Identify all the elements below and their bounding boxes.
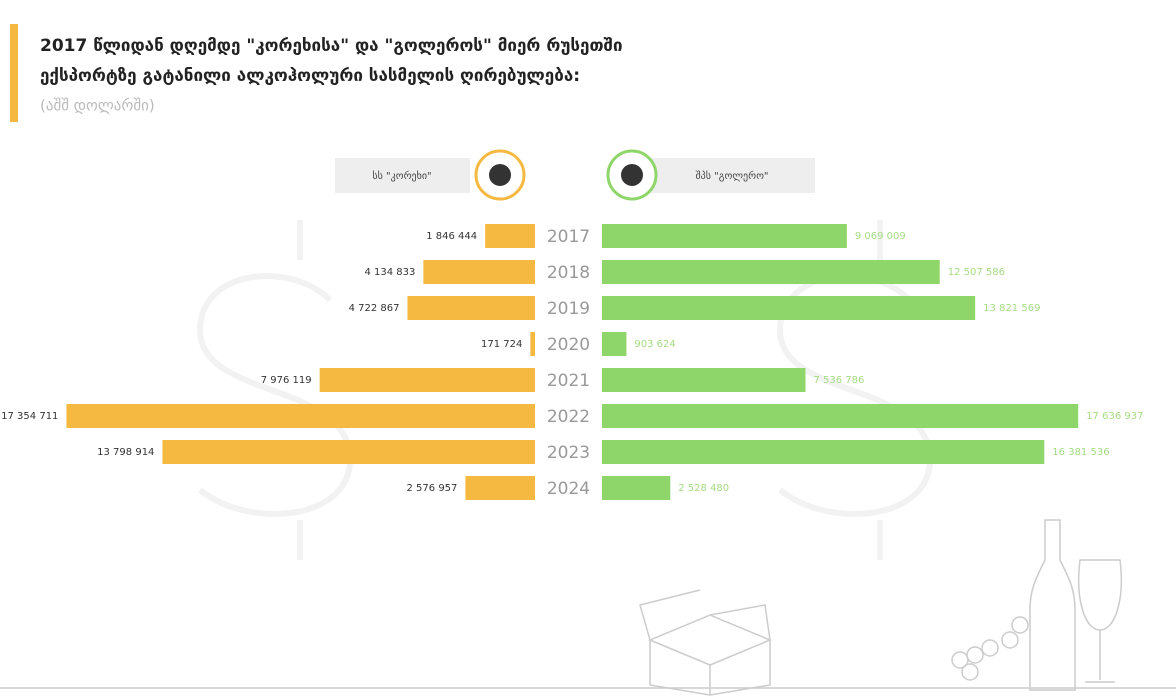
category-label: 2023 bbox=[547, 443, 590, 463]
value-label: 171 724 bbox=[481, 339, 522, 350]
chart: 2017 წლიდან დღემდე "კორეხისა" და "გოლერო… bbox=[0, 0, 1176, 699]
bar bbox=[602, 476, 670, 500]
value-label: 16 381 536 bbox=[1052, 447, 1109, 458]
chart-subtitle: (აშშ დოლარში) bbox=[40, 97, 155, 115]
value-label: 17 636 937 bbox=[1086, 411, 1143, 422]
category-label: 2024 bbox=[547, 479, 590, 499]
chart-title-line: ექსპორტზე გატანილი ალკოჰოლური სასმელის ღ… bbox=[40, 66, 580, 86]
value-label: 12 507 586 bbox=[948, 267, 1005, 278]
value-label: 7 536 786 bbox=[813, 375, 864, 386]
bar bbox=[602, 260, 940, 284]
legend-label: შპს "გოლერო" bbox=[695, 170, 768, 182]
chart-title: 2017 წლიდან დღემდე "კორეხისა" და "გოლერო… bbox=[40, 36, 623, 56]
bar bbox=[602, 404, 1078, 428]
bar bbox=[423, 260, 535, 284]
legend-icon bbox=[489, 164, 511, 186]
value-label: 4 722 867 bbox=[349, 303, 400, 314]
bar bbox=[320, 368, 535, 392]
category-label: 2017 bbox=[547, 227, 590, 247]
bar bbox=[602, 332, 626, 356]
bar bbox=[66, 404, 535, 428]
category-label: 2019 bbox=[547, 299, 590, 319]
bar bbox=[602, 368, 805, 392]
value-label: 13 798 914 bbox=[97, 447, 154, 458]
accent-bar bbox=[10, 24, 18, 122]
value-label: 2 528 480 bbox=[678, 483, 729, 494]
value-label: 2 576 957 bbox=[407, 483, 458, 494]
legend-label: სს "კორეხი" bbox=[372, 170, 431, 182]
category-label: 2018 bbox=[547, 263, 590, 283]
bar bbox=[530, 332, 535, 356]
bar bbox=[602, 224, 847, 248]
category-label: 2020 bbox=[547, 335, 590, 355]
bar bbox=[602, 440, 1044, 464]
value-label: 4 134 833 bbox=[364, 267, 415, 278]
bar bbox=[407, 296, 535, 320]
bar bbox=[602, 296, 975, 320]
legend-icon bbox=[621, 164, 643, 186]
bar bbox=[465, 476, 535, 500]
value-label: 903 624 bbox=[634, 339, 675, 350]
value-label: 1 846 444 bbox=[426, 231, 477, 242]
bar bbox=[485, 224, 535, 248]
value-label: 17 354 711 bbox=[1, 411, 58, 422]
illustration bbox=[0, 520, 1176, 695]
value-label: 9 069 009 bbox=[855, 231, 906, 242]
value-label: 7 976 119 bbox=[261, 375, 312, 386]
category-label: 2021 bbox=[547, 371, 590, 391]
category-label: 2022 bbox=[547, 407, 590, 427]
bar bbox=[162, 440, 535, 464]
value-label: 13 821 569 bbox=[983, 303, 1040, 314]
